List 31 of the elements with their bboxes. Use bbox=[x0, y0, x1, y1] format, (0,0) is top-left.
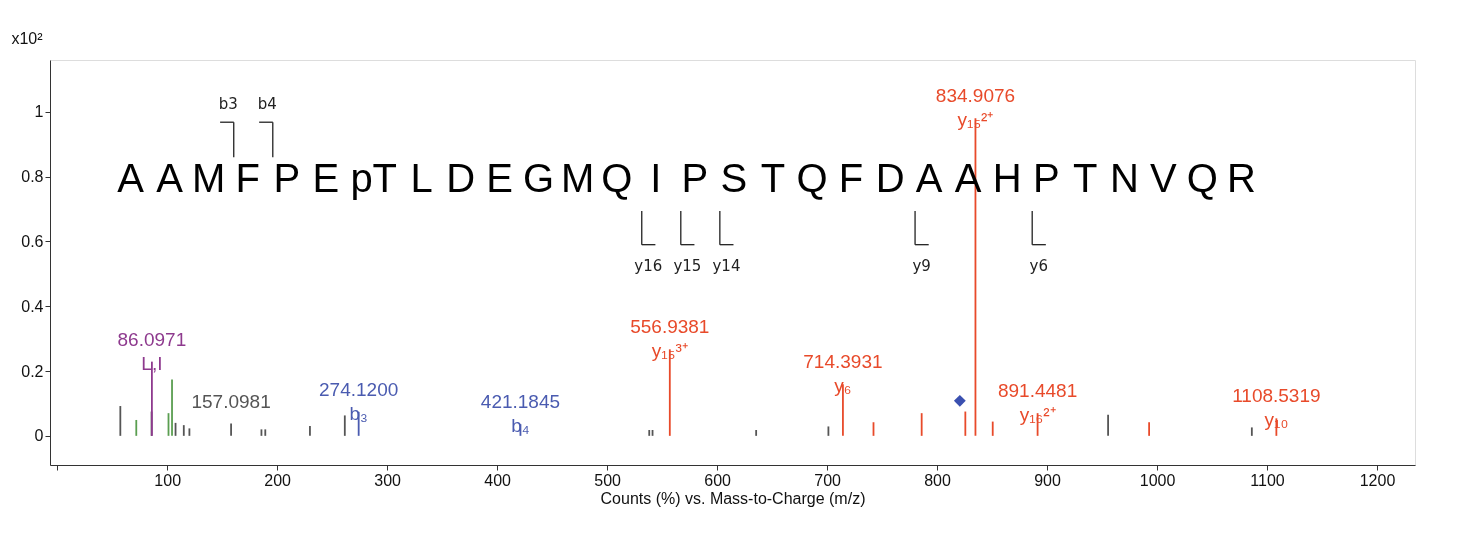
annotation: y16 bbox=[634, 257, 663, 276]
annotation: y6 bbox=[1029, 257, 1049, 276]
x-tick-label: 800 bbox=[924, 471, 952, 489]
x-tick-label: 700 bbox=[814, 471, 842, 489]
x-tick-label: 400 bbox=[484, 471, 512, 489]
x-tick-label: 200 bbox=[264, 471, 292, 489]
annotation: 157.0981 bbox=[191, 390, 271, 412]
annotation: b3 bbox=[218, 94, 238, 113]
annotation: b4 bbox=[257, 94, 277, 113]
annotation: y15 bbox=[673, 257, 702, 276]
y-tick-label: 0.8 bbox=[21, 168, 44, 186]
x-tick-label: 100 bbox=[154, 471, 182, 489]
y-axis-title: x10² bbox=[11, 29, 44, 47]
y-tick-label: 1 bbox=[34, 103, 44, 121]
y-tick-label: 0.4 bbox=[21, 297, 44, 315]
y-tick-label: 0.6 bbox=[21, 232, 44, 250]
annotation: y9 bbox=[912, 257, 931, 276]
x-axis-title: Counts (%) vs. Mass-to-Charge (m/z) bbox=[600, 489, 866, 507]
x-tick-label: 1000 bbox=[1139, 471, 1176, 489]
x-tick-label: 1100 bbox=[1250, 471, 1285, 489]
annotation: 86.0971 L,I bbox=[117, 328, 187, 374]
annotation: 714.3931 y₆ bbox=[803, 351, 883, 397]
y-tick-label: 0 bbox=[34, 427, 44, 445]
x-tick-label: 1200 bbox=[1359, 471, 1396, 489]
x-tick-label: 500 bbox=[594, 471, 622, 489]
annotation: 1108.5319 y₁₀ bbox=[1232, 385, 1321, 431]
annotation: y14 bbox=[712, 257, 741, 276]
x-tick-label: 600 bbox=[704, 471, 732, 489]
x-tick-label: 900 bbox=[1034, 471, 1061, 489]
y-tick-label: 0.2 bbox=[21, 362, 44, 380]
x-tick-label: 300 bbox=[374, 471, 402, 489]
